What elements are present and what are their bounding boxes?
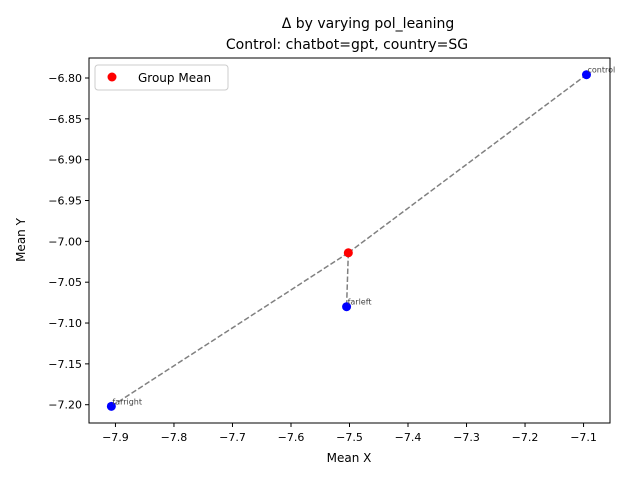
x-tick-label: −7.6 (278, 431, 305, 444)
x-axis-ticks: −7.9 −7.8 −7.7 −7.6 −7.5 −7.4 −7.3 −7.2 −7.1 (102, 423, 597, 444)
chart-title-line1: Δ by varying pol_leaning (282, 16, 455, 32)
y-tick-label: −7.00 (48, 235, 82, 248)
point-label-farright: farright (112, 397, 142, 406)
x-axis-label: Mean X (327, 451, 372, 465)
y-tick-label: −7.10 (48, 317, 82, 330)
point-label-farleft: farleft (348, 298, 372, 307)
chart-title-line2: Control: chatbot=gpt, country=SG (226, 37, 468, 53)
point-label-control: control (587, 66, 615, 75)
x-tick-label: −7.4 (395, 431, 422, 444)
y-axis-ticks: −7.20 −7.15 −7.10 −7.05 −7.00 −6.95 −6.90 −6.85… (48, 72, 89, 412)
point-farleft (342, 302, 352, 312)
y-tick-label: −6.90 (48, 154, 82, 167)
connector-line-farleft (345, 252, 350, 307)
group-mean-point (343, 248, 353, 258)
plot-frame (88, 57, 611, 424)
x-tick-label: −7.8 (161, 431, 188, 444)
point-control (581, 70, 591, 80)
legend-label: Group Mean (138, 71, 211, 85)
legend-marker (107, 72, 117, 82)
y-axis-label: Mean Y (14, 217, 28, 262)
y-tick-label: −7.15 (48, 358, 82, 371)
x-tick-label: −7.2 (512, 431, 539, 444)
x-tick-label: −7.9 (102, 431, 129, 444)
x-tick-label: −7.1 (570, 431, 597, 444)
y-tick-label: −6.85 (48, 113, 82, 126)
legend-box (94, 64, 229, 91)
x-tick-label: −7.5 (336, 431, 363, 444)
point-farright (106, 401, 116, 411)
y-tick-label: −6.95 (48, 195, 82, 208)
data-points: control farleft farright (106, 66, 615, 411)
legend: Group Mean (94, 64, 229, 91)
y-tick-label: −6.80 (48, 72, 82, 85)
connector-line-control (347, 74, 587, 254)
connector-lines (110, 74, 587, 407)
x-tick-label: −7.3 (453, 431, 480, 444)
y-tick-label: −7.05 (48, 276, 82, 289)
y-tick-label: −7.20 (48, 399, 82, 412)
x-tick-label: −7.7 (219, 431, 246, 444)
